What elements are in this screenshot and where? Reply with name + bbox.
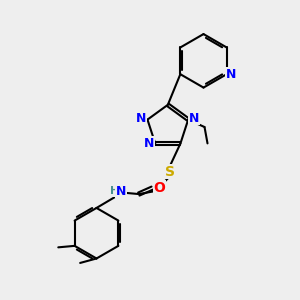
Text: N: N [143,137,154,150]
Text: N: N [226,68,236,81]
Text: O: O [154,181,166,195]
Text: H: H [110,186,119,196]
Text: N: N [116,184,126,198]
Text: N: N [136,112,146,124]
Text: N: N [189,112,199,124]
Text: S: S [165,165,175,179]
